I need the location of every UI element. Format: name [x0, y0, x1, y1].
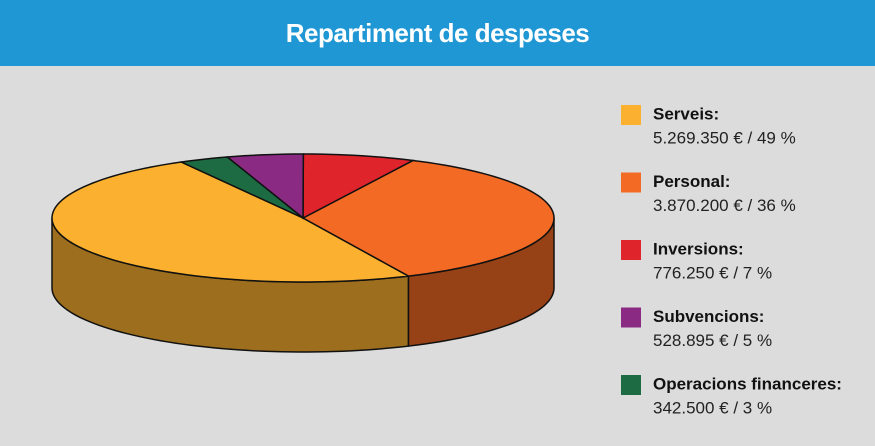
- value-label: 5.269.350 € / 49 %: [653, 128, 796, 147]
- slice: [51, 161, 411, 283]
- value-label: 3.870.200 € / 36 %: [653, 196, 796, 215]
- legend-label: Subvencions:: [653, 307, 764, 326]
- legend-label: Inversions:: [653, 239, 744, 258]
- legend-label: Serveis:: [653, 104, 719, 123]
- slice: [301, 159, 555, 277]
- legend-swatch: [621, 172, 641, 193]
- chart-title: Repartiment de despeses: [0, 0, 875, 66]
- slice: [178, 156, 304, 219]
- legend-swatch: [621, 307, 641, 328]
- legend-label: Personal:: [653, 172, 730, 191]
- legend-swatch: [621, 105, 641, 125]
- slice: [302, 153, 416, 220]
- value-label: 776.250 € / 7 %: [653, 263, 772, 282]
- value-label: 342.500 € / 3 %: [653, 398, 772, 417]
- legend-swatch: [621, 240, 641, 260]
- value-label: 528.895 € / 5 %: [653, 331, 772, 350]
- legend-swatch: [621, 375, 641, 395]
- legend-label: Operacions financeres:: [653, 374, 842, 393]
